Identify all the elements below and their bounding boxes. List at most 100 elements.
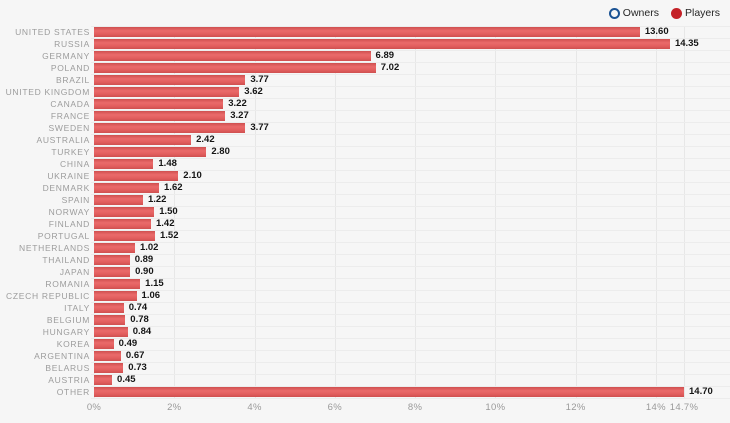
category-label: ARGENTINA [34,351,90,361]
players-bar[interactable] [94,219,151,229]
category-label: JAPAN [59,267,90,277]
vertical-gridline [334,26,336,399]
category-label: GERMANY [42,51,90,61]
value-label: 3.62 [244,86,263,97]
players-bar[interactable] [94,315,126,325]
players-bar[interactable] [94,39,670,49]
players-bar[interactable] [94,183,160,193]
category-label: TURKEY [51,147,90,157]
players-bar[interactable] [94,63,376,73]
vertical-gridline [254,26,256,399]
players-bar[interactable] [94,123,246,133]
players-bar[interactable] [94,27,640,37]
players-bar[interactable] [94,195,143,205]
horizontal-gridline [91,170,730,171]
players-bar[interactable] [94,291,137,301]
category-label: RUSSIA [54,39,90,49]
players-bar[interactable] [94,207,155,217]
horizontal-gridline [91,218,730,219]
horizontal-gridline [91,230,730,231]
category-label: HUNGARY [42,327,90,337]
value-label: 14.70 [689,386,713,397]
legend-item-players[interactable]: Players [670,7,720,19]
players-bar[interactable] [94,375,113,385]
value-label: 0.78 [130,314,149,325]
category-label: BELGIUM [46,315,90,325]
players-bar[interactable] [94,51,371,61]
players-bar[interactable] [94,267,131,277]
category-label: AUSTRALIA [36,135,90,145]
category-label: POLAND [50,63,90,73]
players-bar[interactable] [94,87,240,97]
players-bar[interactable] [94,135,192,145]
value-label: 2.10 [183,170,202,181]
legend-item-owners[interactable]: Owners [608,7,659,19]
horizontal-gridline [91,146,730,147]
horizontal-gridline [91,62,730,63]
category-label: OTHER [56,387,90,397]
players-bar[interactable] [94,327,128,337]
value-label: 1.02 [139,242,159,253]
players-bar[interactable] [94,387,684,397]
x-axis-tick-label: 14.7% [669,402,699,413]
horizontal-gridline [91,86,730,87]
x-axis-tick-label: 8% [407,402,423,413]
value-label: 1.22 [147,194,167,205]
value-label: 3.27 [230,110,249,121]
category-label: ROMANIA [45,279,90,289]
category-label: SPAIN [61,195,90,205]
players-bar[interactable] [94,351,121,361]
players-bar[interactable] [94,99,224,109]
players-bar[interactable] [94,147,207,157]
category-label: CANADA [50,99,90,109]
category-label: THAILAND [42,255,90,265]
players-bar[interactable] [94,159,154,169]
players-bar[interactable] [94,339,114,349]
category-label: KOREA [56,339,90,349]
players-bar[interactable] [94,243,135,253]
players-bar[interactable] [94,171,179,181]
value-label: 0.74 [128,302,148,313]
horizontal-gridline [91,98,730,99]
value-label: 14.35 [674,38,699,49]
category-label: SWEDEN [48,123,90,133]
horizontal-gridline [91,50,730,51]
horizontal-gridline [91,266,730,267]
horizontal-gridline [91,74,730,75]
x-axis-tick-label: 6% [327,402,342,413]
category-label: BELARUS [45,363,90,373]
value-label: 1.06 [141,290,161,301]
players-bar[interactable] [94,255,130,265]
vertical-gridline [575,26,577,399]
category-label: NETHERLANDS [19,243,90,253]
value-label: 2.80 [211,146,230,157]
legend: Owners Players [608,7,720,19]
x-axis-tick-label: 10% [485,402,506,413]
horizontal-gridline [91,254,730,255]
value-label: 0.89 [134,254,154,265]
players-bar[interactable] [94,75,246,85]
x-axis-tick-label: 4% [247,402,262,413]
players-bar[interactable] [94,111,226,121]
players-bar[interactable] [94,363,124,373]
value-label: 3.77 [250,122,269,133]
value-label: 1.62 [164,182,183,193]
value-label: 0.67 [125,350,145,361]
players-bar[interactable] [94,231,155,241]
value-label: 0.49 [118,338,138,349]
value-label: 3.22 [228,98,247,109]
horizontal-gridline [91,362,730,363]
category-label: BRAZIL [56,75,90,85]
horizontal-gridline [91,242,730,243]
players-bar[interactable] [94,279,141,289]
x-axis-tick-label: 0% [86,402,102,413]
owners-legend-marker-icon [608,7,620,19]
horizontal-gridline [91,206,730,207]
value-label: 6.89 [375,50,395,61]
value-label: 13.60 [644,26,669,37]
value-label: 0.73 [128,362,147,373]
players-bar[interactable] [94,303,124,313]
horizontal-gridline [91,122,730,123]
horizontal-gridline [91,374,730,375]
value-label: 7.02 [380,62,400,73]
